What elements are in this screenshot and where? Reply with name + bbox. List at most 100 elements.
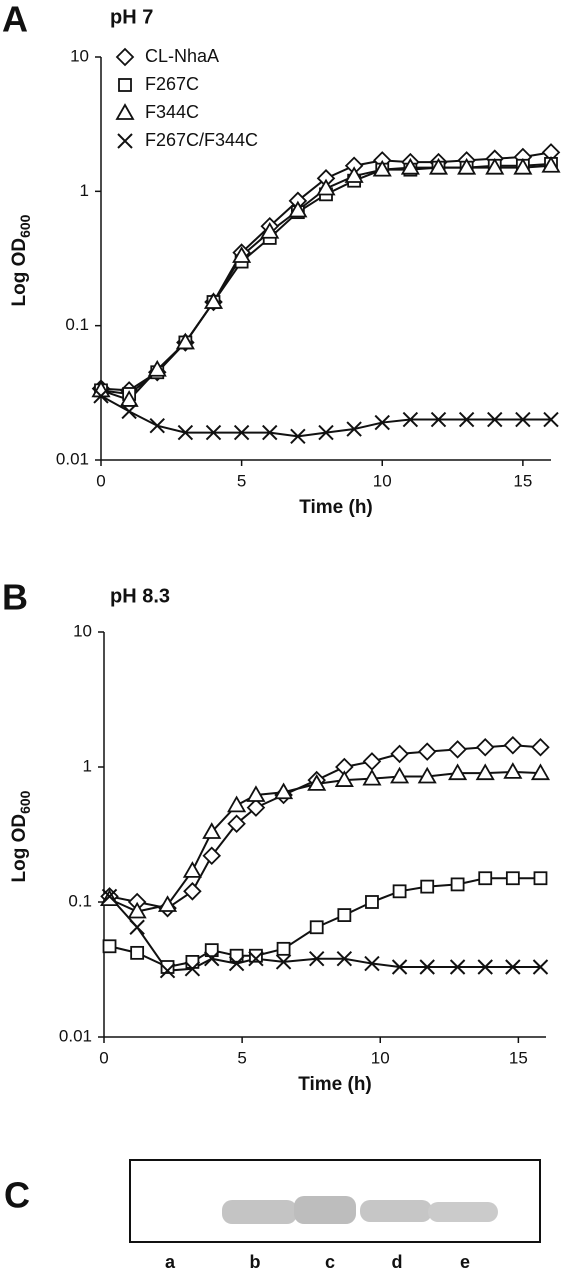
x-axis-title: Time (h): [299, 497, 373, 518]
marker-triangle: [307, 774, 327, 791]
marker-cross: [290, 428, 306, 445]
marker-cross: [515, 411, 531, 428]
series-line: [100, 395, 551, 438]
y-tick-label: 0.01: [59, 1026, 92, 1045]
marker-cross: [159, 962, 176, 979]
legend-marker: [117, 133, 133, 149]
marker-cross: [93, 388, 109, 404]
marker-triangle: [344, 166, 364, 183]
marker-square: [185, 954, 200, 969]
marker-triangle: [530, 763, 551, 781]
marker-triangle: [182, 861, 202, 878]
marker-cross: [149, 418, 165, 434]
marker-square: [130, 945, 145, 960]
marker-square: [533, 871, 548, 886]
marker-triangle: [503, 762, 523, 779]
blot-band: [294, 1196, 356, 1224]
x-tick-label: 0: [99, 1048, 108, 1067]
marker-triangle: [147, 359, 167, 377]
marker-cross: [391, 959, 408, 975]
marker-triangle: [260, 221, 280, 239]
y-axis-title-sub: 600: [17, 214, 33, 238]
marker-cross: [449, 959, 466, 975]
x-tick-label: 5: [237, 471, 246, 490]
marker-triangle: [232, 246, 252, 263]
marker-cross: [228, 955, 245, 972]
y-axis-title-main: Log OD: [9, 814, 30, 883]
marker-diamond: [417, 742, 437, 761]
marker-triangle: [246, 785, 266, 802]
marker-cross: [248, 951, 264, 967]
y-tick-label: 0.1: [65, 315, 89, 334]
marker-diamond: [246, 798, 266, 817]
marker-triangle: [400, 157, 420, 175]
marker-diamond: [202, 846, 222, 866]
legend-marker: [115, 47, 135, 67]
y-axis-title-sub: 600: [17, 790, 33, 814]
y-tick-label: 0.01: [56, 449, 89, 468]
marker-diamond: [448, 740, 467, 759]
marker-triangle: [390, 766, 410, 784]
marker-square: [505, 871, 520, 886]
lane-label: e: [460, 1252, 470, 1272]
marker-cross: [121, 403, 137, 420]
marker-triangle: [119, 390, 139, 407]
marker-cross: [336, 951, 353, 967]
lane-label: b: [250, 1252, 261, 1272]
y-tick-label: 0.1: [68, 891, 92, 910]
marker-cross: [233, 424, 250, 441]
marker-square: [392, 884, 407, 899]
y-axis-title-main: Log OD: [9, 238, 30, 307]
marker-triangle: [513, 157, 533, 175]
lane-label: d: [392, 1252, 403, 1272]
marker-triangle: [203, 292, 224, 309]
marker-cross: [543, 411, 559, 428]
marker-square: [160, 960, 175, 974]
x-tick-label: 0: [96, 471, 105, 490]
series-line: [109, 877, 541, 969]
marker-square: [102, 939, 117, 954]
marker-cross: [419, 959, 435, 975]
marker-triangle: [485, 157, 505, 175]
marker-triangle: [227, 795, 247, 813]
marker-square: [450, 877, 465, 892]
marker-cross: [184, 961, 201, 977]
marker-cross: [364, 955, 380, 972]
blot-band: [428, 1202, 498, 1222]
chart-title: pH 7: [110, 6, 153, 28]
marker-diamond: [227, 814, 246, 834]
x-tick-label: 15: [513, 471, 532, 490]
marker-cross: [204, 951, 220, 967]
marker-cross: [505, 959, 521, 975]
marker-cross: [374, 414, 390, 431]
marker-diamond: [531, 737, 550, 757]
marker-square: [365, 895, 379, 909]
marker-cross: [262, 424, 278, 441]
marker-cross: [487, 411, 503, 428]
marker-cross: [129, 919, 145, 935]
marker-square: [420, 879, 435, 894]
marker-cross: [532, 959, 549, 975]
y-tick-label: 1: [80, 181, 89, 200]
y-axis-title: Log OD600: [9, 214, 33, 306]
marker-triangle: [475, 763, 495, 781]
marker-cross: [318, 424, 334, 441]
y-axis-title: Log OD600: [9, 790, 33, 882]
marker-triangle: [372, 159, 392, 177]
panel-label: C: [4, 1175, 30, 1216]
marker-cross: [402, 411, 419, 428]
marker-cross: [275, 954, 292, 970]
panel-label: B: [2, 577, 28, 618]
marker-cross: [346, 421, 362, 437]
marker-square: [337, 908, 352, 922]
legend-marker: [118, 78, 132, 92]
legend-label: F267C: [145, 74, 199, 94]
marker-square: [229, 948, 244, 963]
marker-triangle: [175, 332, 195, 350]
legend-marker: [115, 103, 135, 120]
marker-square: [276, 941, 291, 956]
marker-square: [478, 871, 493, 886]
marker-diamond: [183, 882, 202, 901]
marker-triangle: [457, 157, 477, 175]
